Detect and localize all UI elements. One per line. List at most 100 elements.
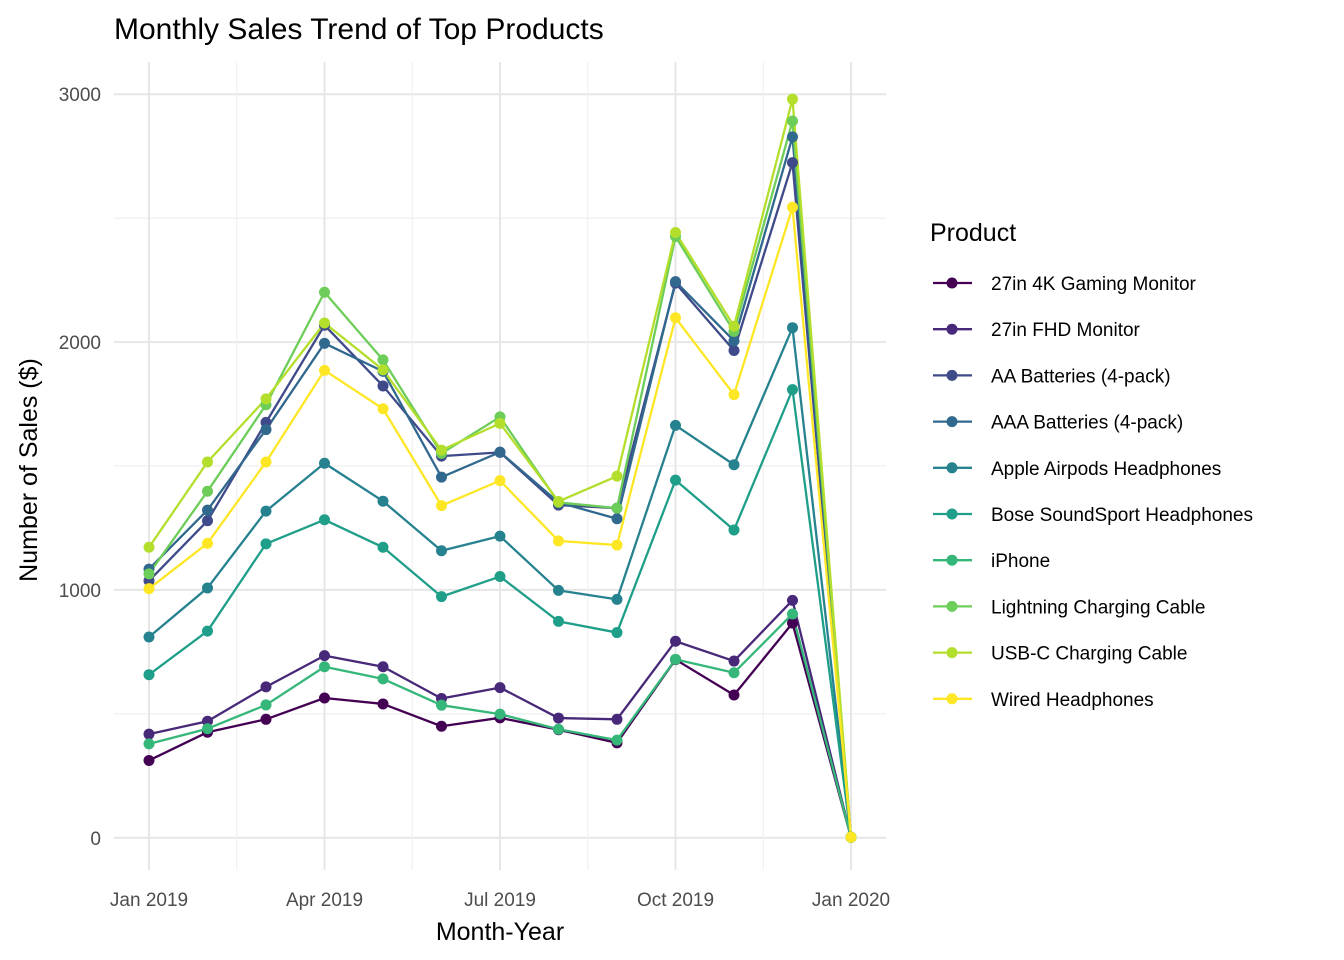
data-point-lightning-charging-cable (202, 485, 213, 497)
legend-label: AA Batteries (4-pack) (991, 366, 1171, 387)
data-point-wired-headphones (377, 403, 389, 415)
data-point-aaa-batteries-4-pack (728, 335, 740, 347)
y-tick-label: 0 (90, 829, 101, 850)
data-point-bose-soundsport-headphones (670, 474, 681, 486)
legend-label: Apple Airpods Headphones (991, 459, 1221, 480)
legend-key-point (946, 462, 958, 474)
data-point-iphone (728, 667, 740, 679)
legend: 27in 4K Gaming Monitor 27in FHD Monitor AA… (933, 274, 1253, 711)
data-point-wired-headphones (611, 539, 623, 551)
legend-item-bose-soundsport-headphones: Bose SoundSport Headphones (933, 505, 1253, 526)
legend-title: Product (930, 219, 1016, 247)
legend-label: Bose SoundSport Headphones (991, 505, 1253, 526)
legend-key-point (946, 369, 958, 381)
data-point-lightning-charging-cable (319, 286, 330, 298)
legend-key-point (946, 693, 958, 705)
data-point-27in-fhd-monitor (319, 650, 330, 662)
data-point-27in-fhd-monitor (260, 681, 272, 693)
x-tick-label: Apr 2019 (286, 890, 363, 911)
data-point-iphone (377, 673, 389, 685)
data-point-lightning-charging-cable (143, 568, 155, 580)
legend-label: Lightning Charging Cable (991, 597, 1205, 618)
legend-label: AAA Batteries (4-pack) (991, 413, 1183, 434)
legend-label: iPhone (991, 551, 1050, 572)
data-point-27in-fhd-monitor (494, 682, 506, 694)
data-point-aaa-batteries-4-pack (319, 337, 330, 349)
data-point-apple-airpods-headphones (319, 457, 330, 469)
data-point-wired-headphones (260, 456, 272, 468)
x-tick-label: Jan 2020 (812, 890, 890, 911)
data-point-apple-airpods-headphones (260, 505, 272, 517)
data-point-wired-headphones (553, 535, 564, 547)
data-point-27in-fhd-monitor (728, 655, 740, 667)
legend-label: USB-C Charging Cable (991, 644, 1187, 665)
data-point-bose-soundsport-headphones (319, 514, 330, 526)
legend-item-usb-c-charging-cable: USB-C Charging Cable (933, 644, 1187, 665)
legend-label: Wired Headphones (991, 690, 1154, 711)
data-point-wired-headphones (143, 583, 155, 595)
data-point-bose-soundsport-headphones (728, 524, 740, 536)
legend-item-27in-4k-gaming-monitor: 27in 4K Gaming Monitor (933, 274, 1197, 295)
data-point-apple-airpods-headphones (436, 545, 447, 557)
y-axis-ticks: 0 1000 2000 3000 (59, 85, 101, 850)
data-point-bose-soundsport-headphones (494, 571, 506, 583)
data-point-lightning-charging-cable (787, 115, 798, 127)
data-point-usb-c-charging-cable (436, 444, 447, 456)
data-point-27in-fhd-monitor (611, 713, 623, 725)
legend-key-point (946, 647, 958, 659)
data-point-wired-headphones (202, 537, 213, 549)
y-tick-label: 2000 (59, 333, 101, 354)
data-point-usb-c-charging-cable (143, 541, 155, 553)
chart-title: Monthly Sales Trend of Top Products (114, 13, 604, 46)
legend-label: 27in 4K Gaming Monitor (991, 274, 1197, 295)
legend-item-27in-fhd-monitor: 27in FHD Monitor (933, 320, 1141, 341)
data-point-apple-airpods-headphones (670, 419, 681, 431)
data-point-apple-airpods-headphones (611, 593, 623, 605)
data-point-27in-4k-gaming-monitor (319, 692, 330, 704)
data-point-bose-soundsport-headphones (143, 669, 155, 681)
data-point-27in-fhd-monitor (787, 594, 798, 606)
data-point-bose-soundsport-headphones (377, 541, 389, 553)
data-point-aa-batteries-4-pack (787, 157, 798, 169)
data-point-aaa-batteries-4-pack (436, 471, 447, 483)
data-point-bose-soundsport-headphones (553, 615, 564, 627)
legend-item-lightning-charging-cable: Lightning Charging Cable (933, 597, 1205, 618)
data-point-iphone (202, 723, 213, 735)
data-point-usb-c-charging-cable (494, 417, 506, 429)
legend-item-wired-headphones: Wired Headphones (933, 690, 1154, 711)
data-point-usb-c-charging-cable (260, 393, 272, 405)
legend-item-aa-batteries-4-pack: AA Batteries (4-pack) (933, 366, 1171, 387)
data-point-usb-c-charging-cable (670, 227, 681, 239)
data-point-wired-headphones (787, 201, 798, 213)
data-point-27in-4k-gaming-monitor (728, 689, 740, 701)
legend-key-point (946, 323, 958, 335)
data-point-aaa-batteries-4-pack (670, 276, 681, 288)
data-point-usb-c-charging-cable (319, 317, 330, 329)
data-point-27in-4k-gaming-monitor (377, 698, 389, 710)
data-point-apple-airpods-headphones (143, 631, 155, 643)
data-point-iphone (319, 661, 330, 673)
data-point-iphone (143, 738, 155, 750)
legend-key-point (946, 600, 958, 612)
legend-item-iphone: iPhone (933, 551, 1050, 572)
data-point-bose-soundsport-headphones (611, 627, 623, 639)
x-tick-label: Jul 2019 (464, 890, 536, 911)
data-point-27in-fhd-monitor (553, 712, 564, 724)
data-point-wired-headphones (845, 831, 857, 843)
data-point-iphone (787, 608, 798, 620)
legend-item-apple-airpods-headphones: Apple Airpods Headphones (933, 459, 1221, 480)
data-point-aa-batteries-4-pack (377, 380, 389, 392)
data-point-aaa-batteries-4-pack (787, 131, 798, 143)
data-point-apple-airpods-headphones (377, 495, 389, 507)
data-point-27in-4k-gaming-monitor (436, 720, 447, 732)
data-point-apple-airpods-headphones (553, 584, 564, 596)
data-point-iphone (611, 734, 623, 746)
data-point-aaa-batteries-4-pack (494, 446, 506, 458)
data-point-usb-c-charging-cable (377, 364, 389, 376)
legend-item-aaa-batteries-4-pack: AAA Batteries (4-pack) (933, 413, 1183, 434)
data-point-usb-c-charging-cable (728, 320, 740, 332)
data-point-27in-fhd-monitor (670, 635, 681, 647)
data-point-lightning-charging-cable (377, 354, 389, 366)
y-tick-label: 1000 (59, 581, 101, 602)
